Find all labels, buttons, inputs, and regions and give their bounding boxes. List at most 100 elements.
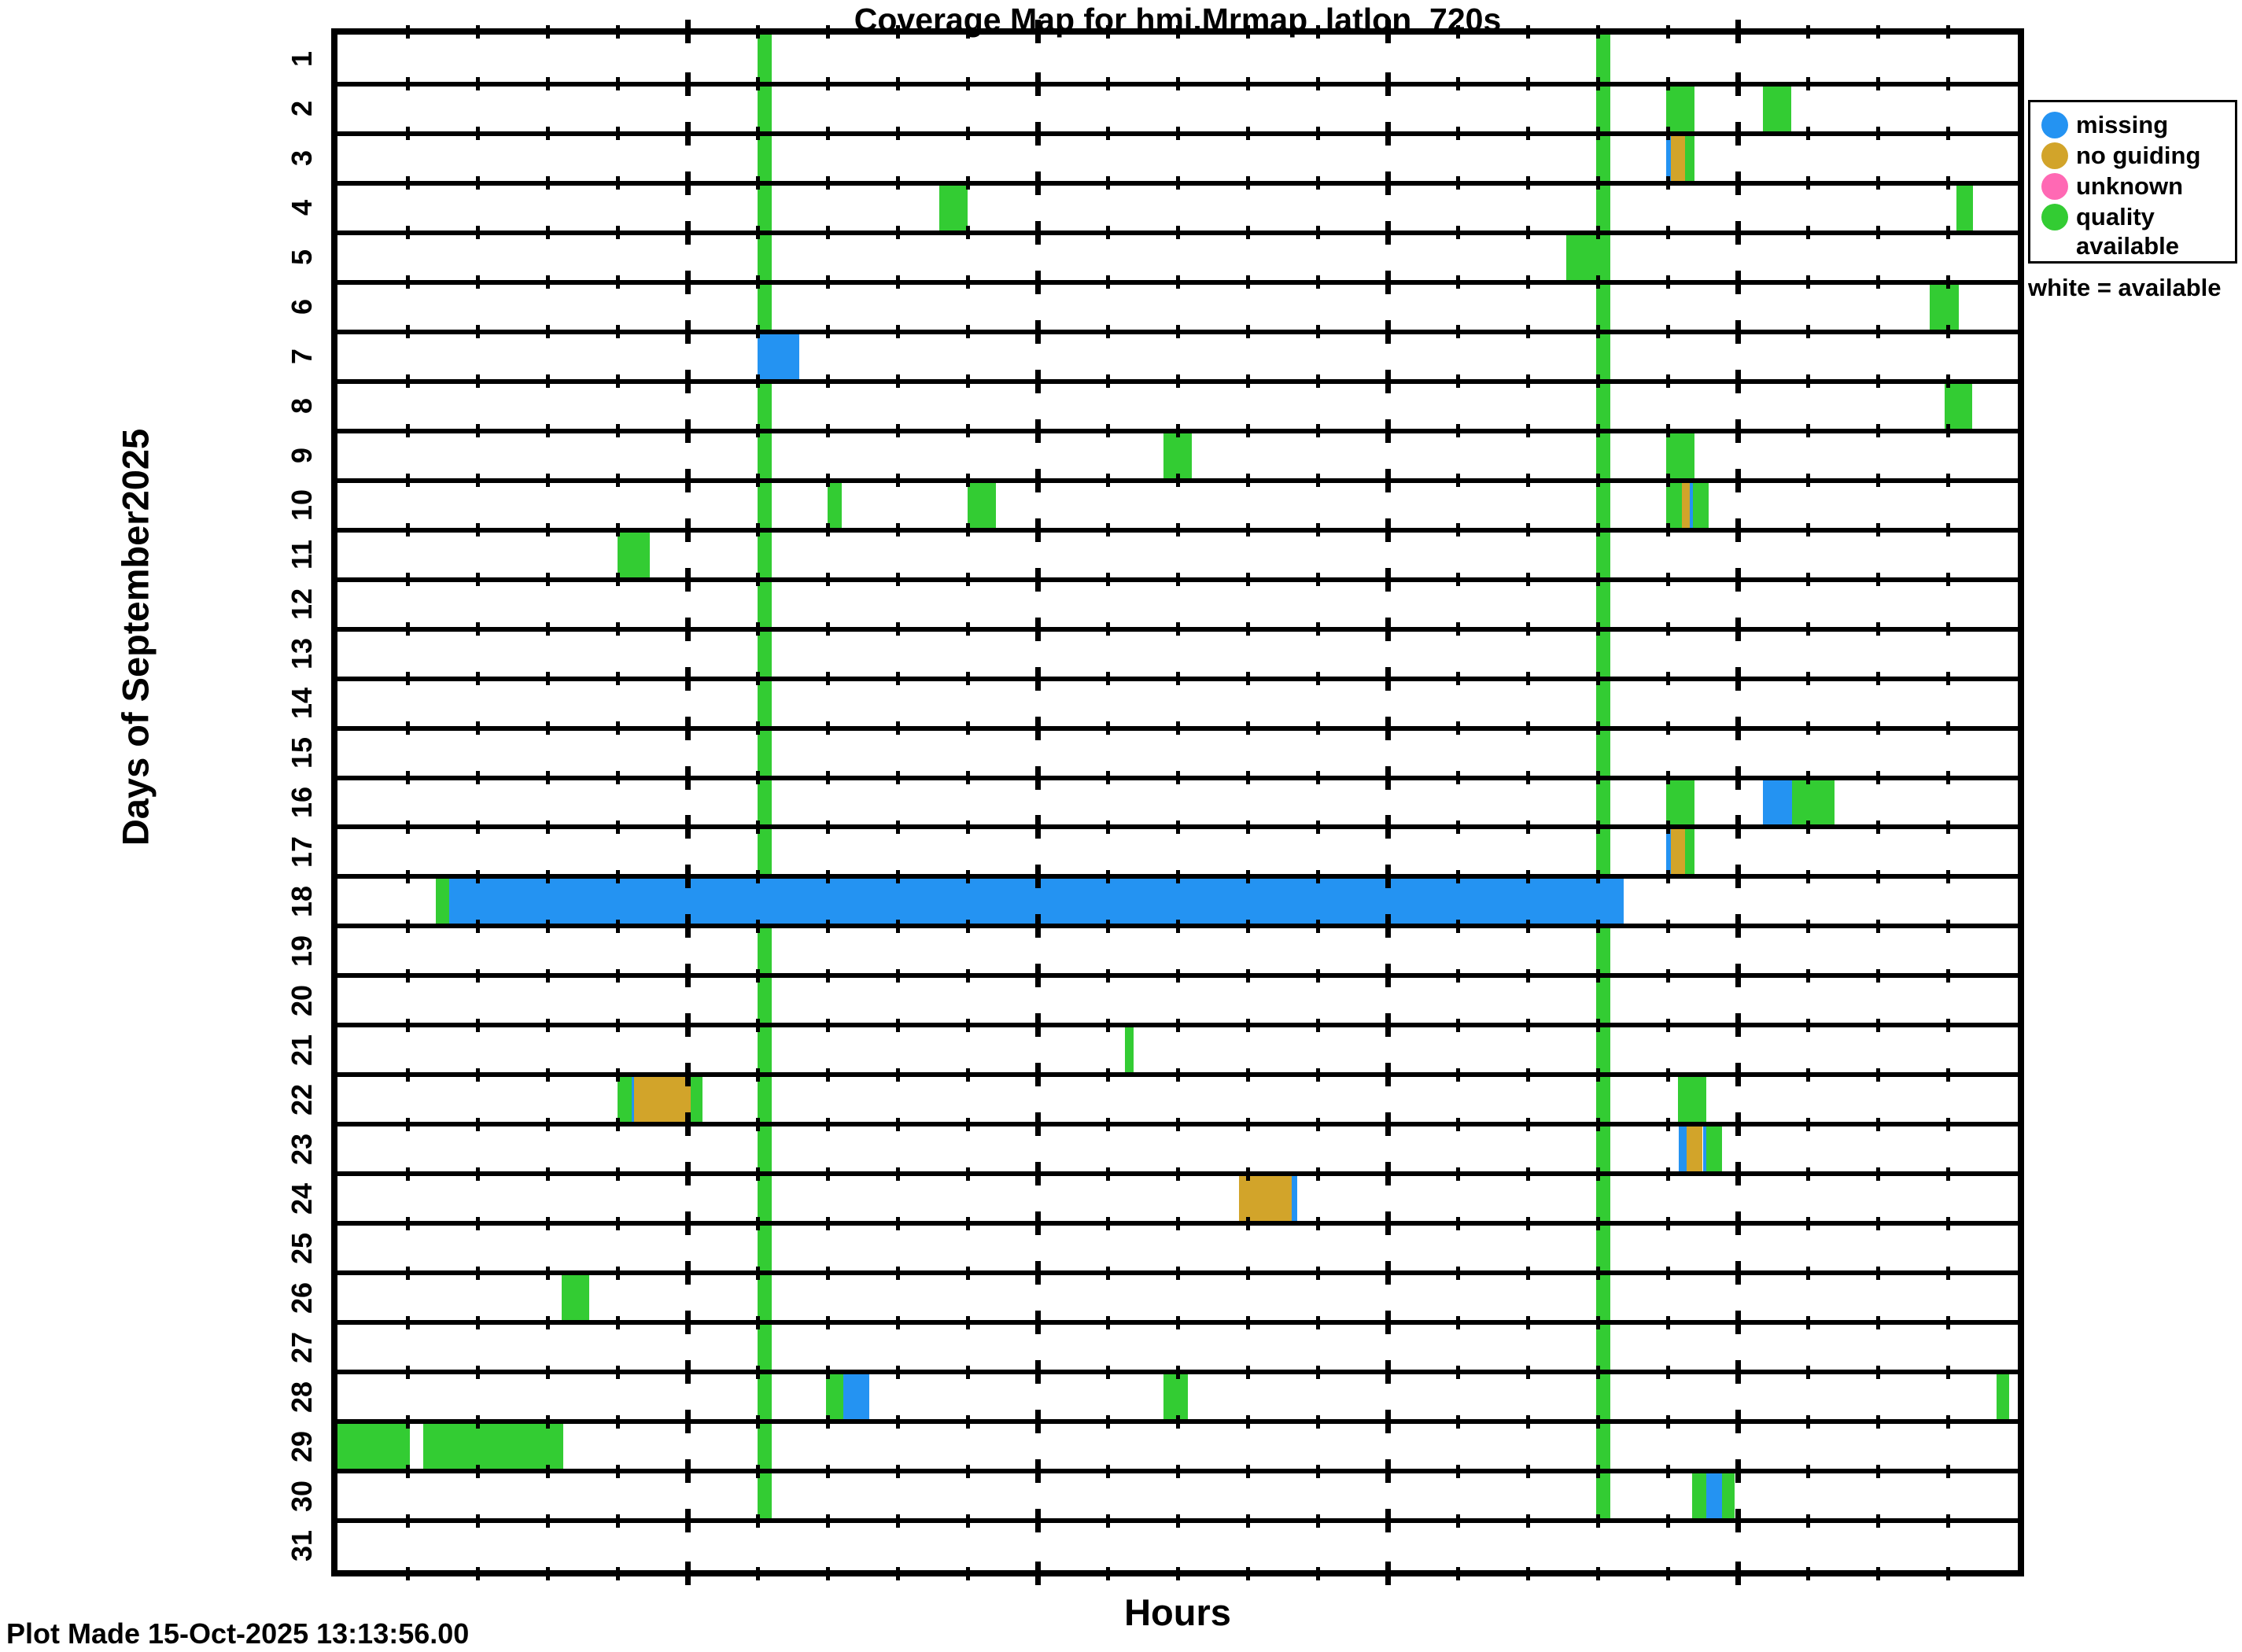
- minor-hour-tick: [545, 127, 550, 141]
- minor-hour-tick: [1105, 1216, 1110, 1230]
- minor-hour-tick: [615, 1414, 620, 1429]
- coverage-segment-quality_available: [1685, 133, 1694, 183]
- minor-hour-tick: [1525, 1414, 1530, 1429]
- minor-hour-tick: [1175, 424, 1180, 438]
- minor-hour-tick: [895, 374, 900, 389]
- major-hour-tick: [1735, 914, 1741, 938]
- minor-hour-tick: [1105, 474, 1110, 488]
- minor-hour-tick: [1455, 1216, 1460, 1230]
- minor-hour-tick: [1315, 275, 1320, 289]
- minor-hour-tick: [1665, 176, 1670, 190]
- minor-hour-tick: [755, 1315, 760, 1329]
- minor-hour-tick: [1455, 523, 1460, 537]
- minor-hour-tick: [895, 1566, 900, 1580]
- minor-hour-tick: [1595, 820, 1600, 834]
- minor-hour-tick: [1105, 127, 1110, 141]
- minor-hour-tick: [1595, 1566, 1600, 1580]
- minor-hour-tick: [405, 325, 410, 339]
- coverage-segment-quality_available: [1763, 83, 1791, 134]
- minor-hour-tick: [615, 24, 620, 39]
- major-hour-tick: [1385, 20, 1391, 43]
- minor-hour-tick: [1595, 672, 1600, 686]
- minor-hour-tick: [405, 275, 410, 289]
- minor-hour-tick: [1945, 968, 1950, 983]
- major-hour-tick: [1034, 171, 1041, 195]
- day-label: 30: [286, 1480, 318, 1512]
- minor-hour-tick: [405, 24, 410, 39]
- minor-hour-tick: [1875, 1464, 1880, 1478]
- minor-hour-tick: [1595, 474, 1600, 488]
- minor-hour-tick: [1175, 275, 1180, 289]
- coverage-segment-quality_available: [1163, 1372, 1189, 1422]
- major-hour-tick: [1735, 1162, 1741, 1186]
- major-hour-tick: [1735, 716, 1741, 740]
- minor-hour-tick: [545, 1068, 550, 1082]
- coverage-segment-missing: [1690, 480, 1694, 530]
- minor-hour-tick: [1105, 523, 1110, 537]
- major-hour-tick: [1385, 468, 1391, 492]
- day-label: 16: [286, 786, 318, 819]
- minor-hour-tick: [405, 869, 410, 883]
- minor-hour-tick: [1665, 1117, 1670, 1131]
- day-label: 3: [286, 150, 318, 167]
- minor-hour-tick: [1245, 474, 1250, 488]
- coverage-segment-no_guiding: [1687, 1124, 1703, 1174]
- minor-hour-tick: [615, 672, 620, 686]
- minor-hour-tick: [1875, 721, 1880, 736]
- minor-hour-tick: [1595, 1068, 1600, 1082]
- minor-hour-tick: [1665, 226, 1670, 240]
- minor-hour-tick: [1945, 869, 1950, 883]
- minor-hour-tick: [895, 1216, 900, 1230]
- minor-hour-tick: [1595, 919, 1600, 933]
- minor-hour-tick: [1595, 1018, 1600, 1032]
- minor-hour-tick: [1875, 919, 1880, 933]
- minor-hour-tick: [1805, 275, 1810, 289]
- major-hour-tick: [684, 914, 691, 938]
- minor-hour-tick: [1245, 968, 1250, 983]
- minor-hour-tick: [615, 1167, 620, 1181]
- minor-hour-tick: [1245, 24, 1250, 39]
- major-hour-tick: [1735, 1459, 1741, 1484]
- minor-hour-tick: [1945, 919, 1950, 933]
- minor-hour-tick: [405, 1117, 410, 1131]
- minor-hour-tick: [895, 1018, 900, 1032]
- minor-hour-tick: [755, 226, 760, 240]
- coverage-segment-missing: [1666, 133, 1671, 183]
- day-label: 25: [286, 1232, 318, 1264]
- minor-hour-tick: [895, 968, 900, 983]
- minor-hour-tick: [1805, 919, 1810, 933]
- minor-hour-tick: [965, 1414, 970, 1429]
- minor-hour-tick: [895, 919, 900, 933]
- minor-hour-tick: [1805, 1117, 1810, 1131]
- major-hour-tick: [1034, 666, 1041, 691]
- legend-label: unknown: [2076, 172, 2184, 200]
- minor-hour-tick: [475, 1018, 480, 1032]
- day-label: 9: [286, 448, 318, 464]
- minor-hour-tick: [755, 820, 760, 834]
- minor-hour-tick: [1105, 176, 1110, 190]
- minor-hour-tick: [405, 1315, 410, 1329]
- minor-hour-tick: [895, 1167, 900, 1181]
- minor-hour-tick: [755, 1514, 760, 1528]
- minor-hour-tick: [1595, 24, 1600, 39]
- minor-hour-tick: [1875, 176, 1880, 190]
- minor-hour-tick: [825, 424, 830, 438]
- minor-hour-tick: [1945, 1365, 1950, 1379]
- minor-hour-tick: [1455, 374, 1460, 389]
- minor-hour-tick: [1805, 820, 1810, 834]
- minor-hour-tick: [1105, 1365, 1110, 1379]
- minor-hour-tick: [1105, 869, 1110, 883]
- minor-hour-tick: [1245, 1018, 1250, 1032]
- major-hour-tick: [1735, 567, 1741, 592]
- minor-hour-tick: [755, 1068, 760, 1082]
- minor-hour-tick: [1805, 176, 1810, 190]
- minor-hour-tick: [1315, 869, 1320, 883]
- minor-hour-tick: [475, 176, 480, 190]
- minor-hour-tick: [755, 919, 760, 933]
- major-hour-tick: [1034, 1410, 1041, 1434]
- minor-hour-tick: [1455, 226, 1460, 240]
- coverage-segment-quality_available: [561, 1273, 590, 1323]
- minor-hour-tick: [545, 1167, 550, 1181]
- minor-hour-tick: [1525, 374, 1530, 389]
- minor-hour-tick: [1455, 275, 1460, 289]
